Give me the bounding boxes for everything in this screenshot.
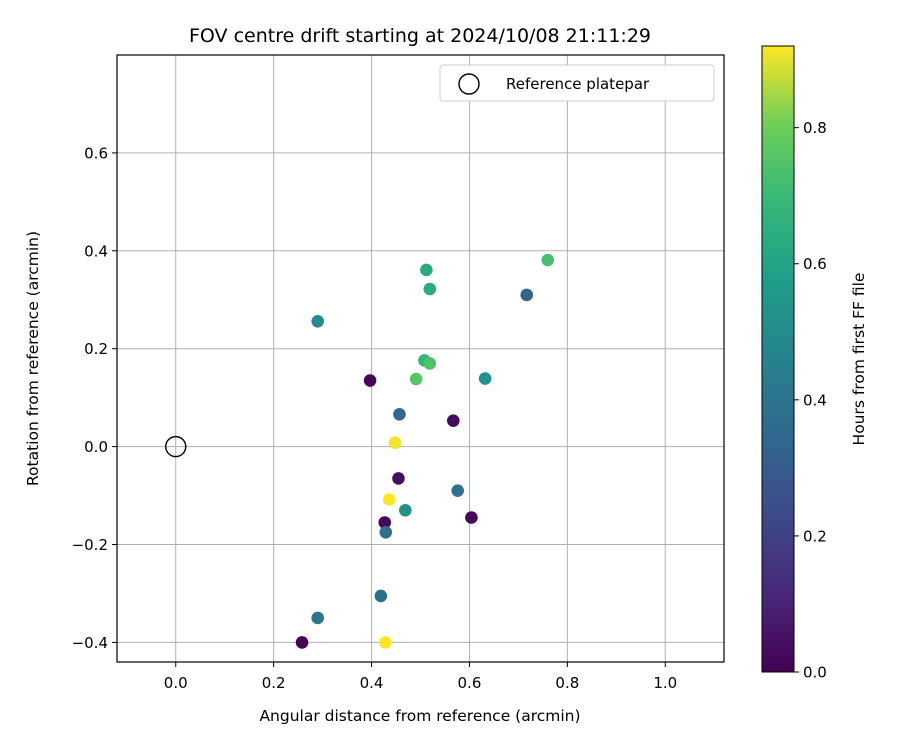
data-point bbox=[420, 263, 433, 277]
colorbar: 0.0 0.2 0.4 0.6 0.8 Hours from first FF file bbox=[761, 45, 868, 682]
data-point bbox=[388, 436, 402, 449]
x-tick-label: 0.0 bbox=[164, 674, 188, 692]
chart-title: FOV centre drift starting at 2024/10/08 … bbox=[189, 25, 651, 47]
data-point bbox=[446, 414, 460, 427]
colorbar-tick-label: 0.0 bbox=[803, 664, 827, 682]
data-point bbox=[409, 372, 423, 386]
legend-reference-marker bbox=[458, 73, 480, 95]
colorbar-label: Hours from first FF file bbox=[850, 273, 868, 446]
y-tick-label: 0.6 bbox=[84, 144, 108, 162]
data-point bbox=[451, 484, 465, 497]
data-point bbox=[423, 357, 437, 370]
data-point bbox=[541, 253, 555, 267]
x-tick-label: 0.8 bbox=[555, 674, 579, 692]
x-axis-label: Angular distance from reference (arcmin) bbox=[259, 707, 580, 725]
y-tick-label: 0.0 bbox=[84, 438, 108, 456]
x-tick-label: 1.0 bbox=[653, 674, 677, 692]
x-tick-label: 0.2 bbox=[262, 674, 286, 692]
legend-box bbox=[439, 64, 715, 102]
data-point bbox=[399, 503, 412, 517]
plot-frame bbox=[116, 54, 725, 663]
data-point bbox=[378, 516, 392, 529]
data-point bbox=[311, 314, 325, 328]
data-point bbox=[478, 372, 492, 385]
data-point bbox=[520, 288, 534, 302]
y-axis-label: Rotation from reference (arcmin) bbox=[24, 231, 42, 486]
data-point bbox=[378, 636, 392, 649]
data-point bbox=[392, 472, 405, 485]
colorbar-gradient bbox=[761, 45, 795, 673]
reference-platepar-marker bbox=[165, 435, 187, 458]
y-tick-label: −0.2 bbox=[72, 536, 108, 554]
colorbar-tick-label: 0.8 bbox=[803, 119, 827, 137]
colorbar-tick-label: 0.6 bbox=[803, 255, 827, 273]
grid-lines bbox=[117, 55, 724, 662]
y-axis-ticks: −0.4 −0.2 0.0 0.2 0.4 0.6 bbox=[72, 144, 117, 652]
x-tick-label: 0.4 bbox=[360, 674, 384, 692]
y-tick-label: 0.2 bbox=[84, 340, 108, 358]
data-point bbox=[465, 511, 478, 524]
data-point bbox=[382, 493, 396, 506]
data-point bbox=[363, 374, 377, 387]
data-point bbox=[295, 636, 309, 649]
data-point bbox=[423, 282, 437, 296]
colorbar-ticks: 0.0 0.2 0.4 0.6 0.8 bbox=[794, 119, 827, 682]
colorbar-tick-label: 0.4 bbox=[803, 391, 827, 409]
data-point bbox=[311, 611, 325, 625]
y-tick-label: 0.4 bbox=[84, 242, 108, 260]
x-axis-ticks: 0.0 0.2 0.4 0.6 0.8 1.0 bbox=[164, 662, 677, 692]
legend: Reference platepar bbox=[439, 64, 715, 102]
x-tick-label: 0.6 bbox=[458, 674, 482, 692]
colorbar-tick-label: 0.2 bbox=[803, 527, 827, 545]
data-point bbox=[374, 589, 388, 603]
data-point bbox=[393, 408, 406, 421]
legend-label: Reference platepar bbox=[506, 75, 650, 93]
data-points bbox=[165, 253, 555, 649]
data-point bbox=[379, 525, 393, 539]
y-tick-label: −0.4 bbox=[72, 634, 108, 652]
